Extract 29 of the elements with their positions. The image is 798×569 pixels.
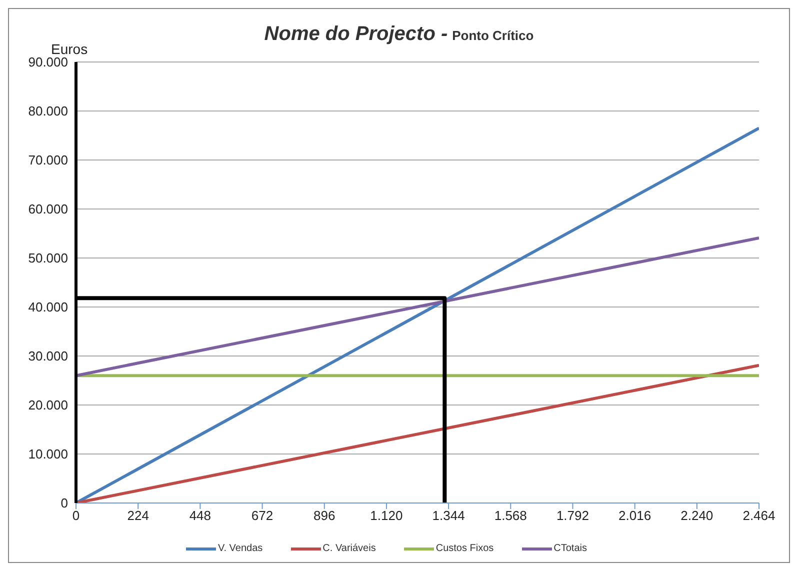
chart-title: Nome do Projecto - [264,23,448,45]
y-tick-label: 50.000 [28,250,68,266]
y-tick-label: 20.000 [28,398,68,413]
x-tick-label: 2.464 [742,508,776,524]
x-tick-label: 1.120 [370,508,403,524]
y-tick-label: 80.000 [28,104,68,119]
legend-label: Custos Fixos [436,543,494,554]
chart-subtitle: Ponto Crítico [452,28,534,43]
y-tick-label: 70.000 [28,152,68,168]
y-tick-label: 40.000 [28,300,68,315]
x-tick-label: 1.344 [432,508,465,524]
x-tick-label: 672 [251,508,274,524]
y-tick-label: 10.000 [28,446,68,462]
x-tick-label: 1.792 [556,508,589,524]
legend-label: CTotais [554,543,587,554]
y-tick-label: 90.000 [28,54,68,70]
x-tick-label: 0 [72,508,80,524]
x-tick-label: 448 [189,508,212,524]
y-tick-label: 30.000 [28,348,68,364]
x-tick-label: 1.568 [494,508,527,524]
y-tick-label: 0 [60,496,68,511]
x-tick-label: 2.016 [618,508,652,524]
x-tick-label: 2.240 [680,508,714,524]
legend-label: C. Variáveis [322,543,376,554]
x-tick-label: 224 [127,508,149,524]
y-tick-label: 60.000 [28,202,68,217]
x-tick-label: 896 [314,508,336,524]
legend-label: V. Vendas [218,543,263,554]
y-axis-title: Euros [51,41,88,57]
